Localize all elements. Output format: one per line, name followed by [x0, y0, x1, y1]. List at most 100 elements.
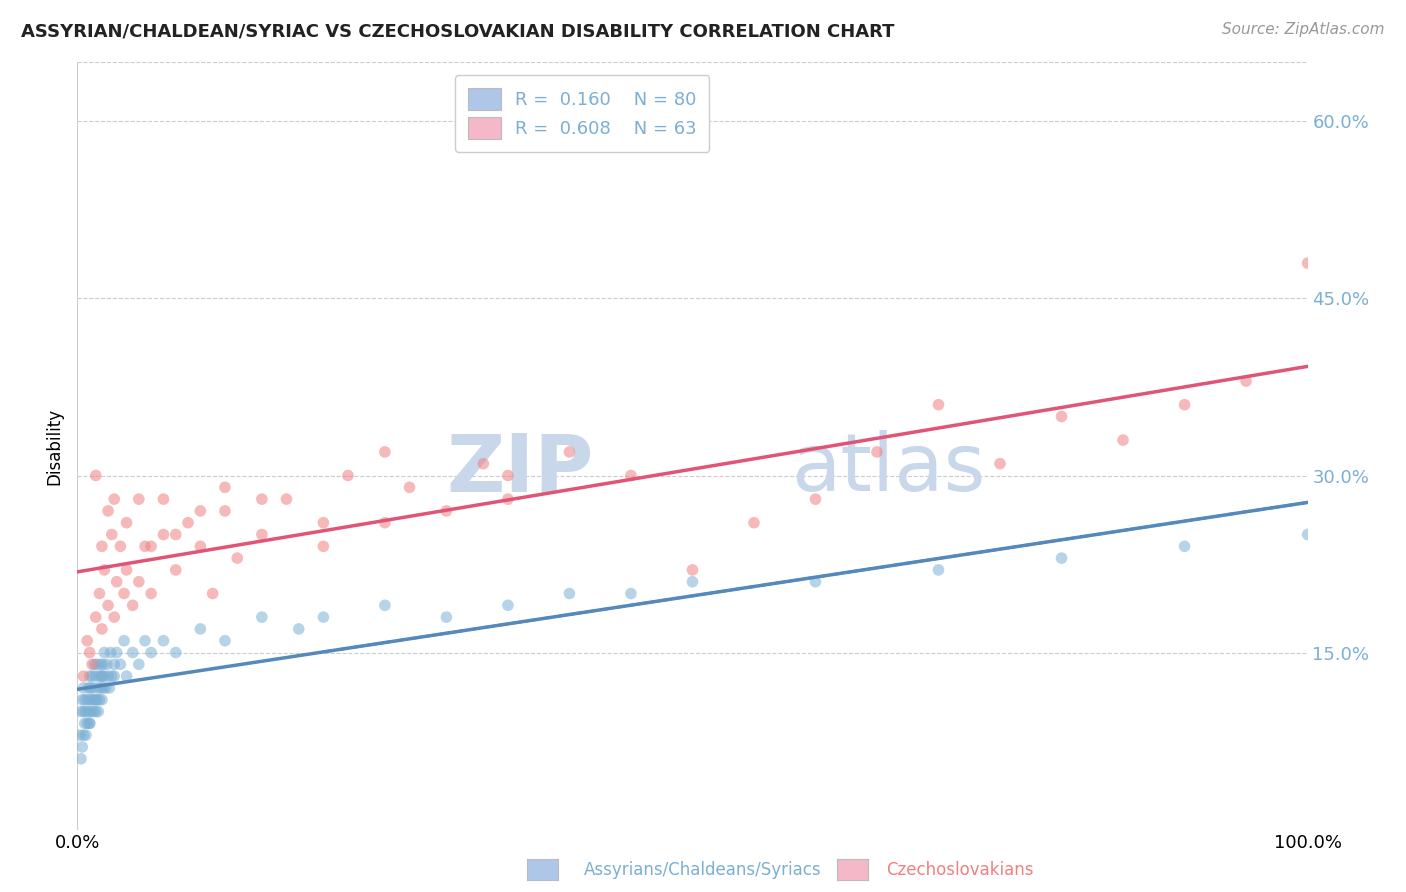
Point — [112, 633, 135, 648]
Point — [214, 633, 236, 648]
Point — [103, 492, 125, 507]
Point — [90, 657, 112, 672]
Point — [72, 681, 94, 695]
Point — [82, 705, 104, 719]
Point — [115, 669, 138, 683]
Point — [76, 633, 98, 648]
Point — [374, 599, 396, 613]
Point — [94, 681, 117, 695]
Point — [80, 681, 103, 695]
Point — [1234, 374, 1257, 388]
Point — [96, 657, 118, 672]
Point — [742, 516, 765, 530]
Point — [90, 622, 114, 636]
Point — [188, 539, 212, 553]
Point — [90, 669, 114, 683]
Text: ASSYRIAN/CHALDEAN/SYRIAC VS CZECHOSLOVAKIAN DISABILITY CORRELATION CHART: ASSYRIAN/CHALDEAN/SYRIAC VS CZECHOSLOVAK… — [21, 22, 894, 40]
Point — [558, 445, 581, 459]
Point — [141, 646, 163, 660]
Point — [620, 468, 643, 483]
Point — [83, 657, 105, 672]
Point — [121, 599, 143, 613]
Point — [79, 692, 101, 706]
Point — [90, 692, 114, 706]
Point — [188, 504, 212, 518]
Point — [93, 646, 115, 660]
Legend: R =  0.160    N = 80, R =  0.608    N = 63: R = 0.160 N = 80, R = 0.608 N = 63 — [456, 75, 709, 152]
Point — [97, 669, 120, 683]
Point — [79, 669, 101, 683]
Point — [1174, 398, 1197, 412]
Point — [103, 669, 125, 683]
Text: Czechoslovakians: Czechoslovakians — [886, 861, 1033, 879]
Point — [89, 692, 111, 706]
Point — [804, 492, 827, 507]
Point — [87, 705, 110, 719]
Point — [82, 657, 104, 672]
Point — [398, 480, 420, 494]
Point — [80, 705, 103, 719]
Point — [84, 610, 107, 624]
Point — [82, 669, 104, 683]
Point — [188, 622, 212, 636]
Point — [70, 739, 93, 754]
Point — [312, 516, 335, 530]
Point — [1296, 527, 1319, 541]
Point — [90, 539, 114, 553]
Point — [79, 716, 101, 731]
Point — [928, 398, 950, 412]
Point — [91, 681, 114, 695]
Point — [100, 646, 122, 660]
Point — [70, 752, 93, 766]
Point — [103, 610, 125, 624]
Point — [436, 504, 458, 518]
Point — [97, 504, 120, 518]
Point — [804, 574, 827, 589]
Point — [1174, 539, 1197, 553]
Point — [72, 705, 94, 719]
Point — [83, 692, 105, 706]
Text: Assyrians/Chaldeans/Syriacs: Assyrians/Chaldeans/Syriacs — [583, 861, 821, 879]
Y-axis label: Disability: Disability — [45, 408, 63, 484]
Point — [76, 692, 98, 706]
Point — [141, 586, 163, 600]
Point — [84, 669, 107, 683]
Point — [86, 657, 108, 672]
Point — [97, 599, 120, 613]
Point — [73, 716, 96, 731]
Point — [103, 657, 125, 672]
Point — [177, 516, 200, 530]
Point — [436, 610, 458, 624]
Point — [84, 692, 107, 706]
Point — [165, 527, 187, 541]
Point — [87, 681, 110, 695]
Point — [105, 646, 128, 660]
Point — [110, 539, 132, 553]
Point — [115, 563, 138, 577]
Point — [93, 669, 115, 683]
Point — [91, 657, 114, 672]
Point — [79, 646, 101, 660]
Point — [128, 574, 150, 589]
Point — [90, 669, 114, 683]
Point — [105, 574, 128, 589]
Point — [101, 527, 124, 541]
Point — [288, 622, 311, 636]
Point — [374, 516, 396, 530]
Point — [928, 563, 950, 577]
Point — [77, 705, 100, 719]
Point — [620, 586, 643, 600]
Point — [128, 657, 150, 672]
Point — [1296, 256, 1319, 270]
Point — [1050, 551, 1073, 566]
Point — [72, 669, 94, 683]
Text: atlas: atlas — [792, 430, 986, 508]
Point — [214, 504, 236, 518]
Point — [201, 586, 224, 600]
Point — [141, 539, 163, 553]
Point — [152, 527, 174, 541]
Point — [165, 563, 187, 577]
Point — [1112, 433, 1135, 447]
Point — [1050, 409, 1073, 424]
Point — [93, 563, 115, 577]
